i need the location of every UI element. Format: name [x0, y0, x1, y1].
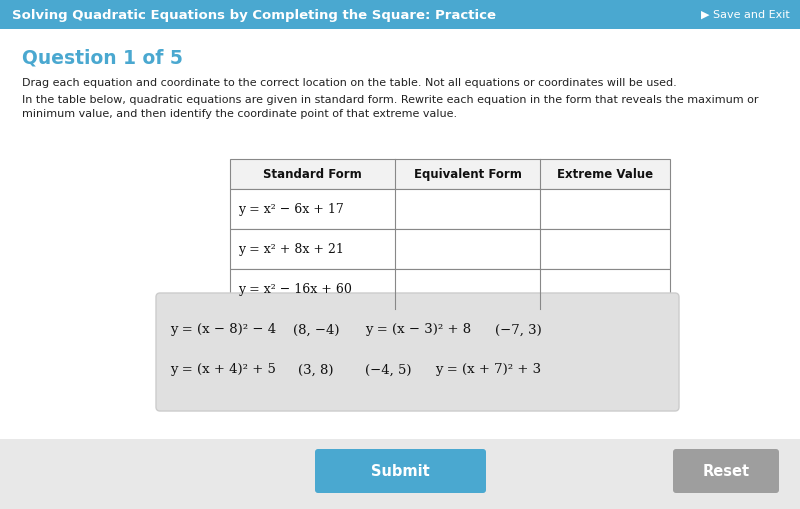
- FancyBboxPatch shape: [315, 449, 486, 493]
- Text: (8, −4): (8, −4): [293, 323, 339, 336]
- Text: Equivalent Form: Equivalent Form: [414, 168, 522, 181]
- Text: (3, 8): (3, 8): [298, 363, 334, 376]
- FancyBboxPatch shape: [673, 449, 779, 493]
- Text: y = x² + 8x + 21: y = x² + 8x + 21: [238, 243, 344, 256]
- Text: y = (x + 7)² + 3: y = (x + 7)² + 3: [435, 363, 541, 376]
- Text: Solving Quadratic Equations by Completing the Square: Practice: Solving Quadratic Equations by Completin…: [12, 9, 496, 21]
- Text: y = (x + 4)² + 5: y = (x + 4)² + 5: [170, 363, 276, 376]
- Text: (−4, 5): (−4, 5): [365, 363, 411, 376]
- Text: y = x² − 16x + 60: y = x² − 16x + 60: [238, 283, 352, 296]
- Text: y = x² − 6x + 17: y = x² − 6x + 17: [238, 203, 344, 216]
- Bar: [0, 0, 800, 30]
- Text: (−7, 3): (−7, 3): [495, 323, 542, 336]
- Text: minimum value, and then identify the coordinate point of that extreme value.: minimum value, and then identify the coo…: [22, 109, 457, 119]
- Text: y = (x − 8)² − 4: y = (x − 8)² − 4: [170, 323, 276, 336]
- Bar: [0, 439, 800, 509]
- Text: Drag each equation and coordinate to the correct location on the table. Not all : Drag each equation and coordinate to the…: [22, 78, 677, 88]
- Bar: [230, 190, 670, 230]
- Text: Submit: Submit: [370, 464, 430, 478]
- Text: Standard Form: Standard Form: [263, 168, 362, 181]
- Bar: [230, 230, 670, 269]
- Text: ▶ Save and Exit: ▶ Save and Exit: [702, 10, 790, 20]
- Text: Reset: Reset: [702, 464, 750, 478]
- Text: Question 1 of 5: Question 1 of 5: [22, 48, 183, 67]
- Text: Extreme Value: Extreme Value: [557, 168, 653, 181]
- Bar: [0, 30, 800, 439]
- FancyBboxPatch shape: [156, 293, 679, 411]
- Text: In the table below, quadratic equations are given in standard form. Rewrite each: In the table below, quadratic equations …: [22, 95, 758, 105]
- Text: y = (x − 3)² + 8: y = (x − 3)² + 8: [365, 323, 471, 336]
- Bar: [230, 269, 670, 309]
- Bar: [230, 160, 670, 190]
